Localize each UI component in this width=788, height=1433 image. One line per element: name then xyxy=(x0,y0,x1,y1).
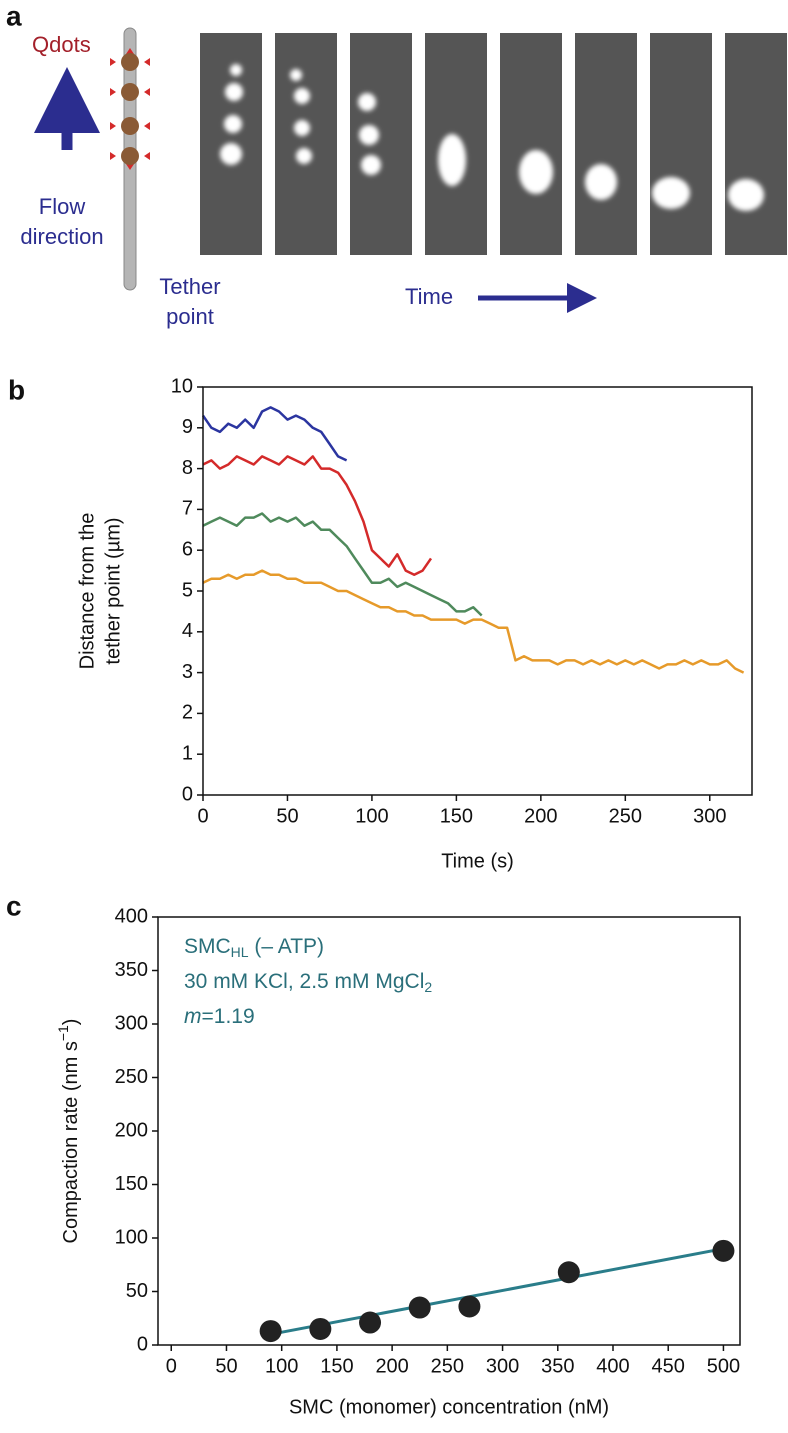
x-tick-label: 50 xyxy=(215,1355,237,1377)
qdots-label: Qdots xyxy=(32,32,91,57)
data-point xyxy=(259,1320,282,1343)
tether-label: Tether xyxy=(159,274,220,299)
x-axis-label: SMC (monomer) concentration (nM) xyxy=(289,1396,609,1418)
x-tick-label: 250 xyxy=(431,1355,464,1377)
data-point xyxy=(309,1317,332,1340)
panel-label: a xyxy=(6,0,22,31)
annotation-sub: 2 xyxy=(424,979,432,995)
panel-label: c xyxy=(6,890,22,921)
y-tick-label: 8 xyxy=(182,457,193,479)
x-tick-label: 200 xyxy=(375,1355,408,1377)
y-tick-label: 4 xyxy=(182,620,193,642)
y-tick-label: 50 xyxy=(126,1280,148,1302)
y-tick-label: 0 xyxy=(137,1333,148,1355)
series-line xyxy=(202,512,483,617)
x-tick-label: 0 xyxy=(197,805,208,827)
annotation-part: 30 mM KCl, 2.5 mM MgCl xyxy=(184,970,424,993)
x-tick-label: 450 xyxy=(652,1355,685,1377)
x-tick-label: 300 xyxy=(486,1355,519,1377)
annotation-part: m xyxy=(184,1005,202,1028)
data-point xyxy=(359,1311,382,1334)
data-point xyxy=(557,1261,580,1284)
flow-label: Flow xyxy=(39,194,86,219)
y-tick-label: 7 xyxy=(182,498,193,520)
y-tick-label: 1 xyxy=(182,742,193,764)
label-sup: −1 xyxy=(55,1025,71,1041)
y-tick-label: 200 xyxy=(115,1119,148,1141)
y-tick-label: 5 xyxy=(182,579,193,601)
y-tick-label: 350 xyxy=(115,959,148,981)
flow-label: direction xyxy=(20,224,103,249)
y-tick-label: 10 xyxy=(171,375,193,397)
tether-label: point xyxy=(166,304,214,329)
x-axis-label: Time (s) xyxy=(441,850,514,872)
y-tick-label: 150 xyxy=(115,1173,148,1195)
label-part: ) xyxy=(60,1019,82,1026)
annotation-sub: HL xyxy=(231,944,249,960)
y-tick-label: 9 xyxy=(182,416,193,438)
time-label: Time xyxy=(405,284,453,309)
x-tick-label: 150 xyxy=(440,805,473,827)
y-tick-label: 6 xyxy=(182,538,193,560)
data-point xyxy=(458,1295,481,1318)
x-tick-label: 0 xyxy=(166,1355,177,1377)
annotation: m=1.19 xyxy=(184,1005,255,1028)
y-tick-label: 100 xyxy=(115,1226,148,1248)
y-tick-label: 2 xyxy=(182,702,193,724)
annotation: 30 mM KCl, 2.5 mM MgCl2 xyxy=(184,970,432,995)
annotation: SMCHL (– ATP) xyxy=(184,935,324,960)
y-tick-label: 400 xyxy=(115,905,148,927)
label-part: Compaction rate (nm s xyxy=(60,1041,82,1243)
series-line xyxy=(202,569,745,674)
plot-frame xyxy=(157,916,741,1346)
x-tick-label: 300 xyxy=(693,805,726,827)
annotation-part: (– ATP) xyxy=(249,935,324,958)
x-tick-label: 250 xyxy=(609,805,642,827)
y-axis-label: tether point (µm) xyxy=(102,517,124,664)
x-tick-label: 350 xyxy=(541,1355,574,1377)
panel-a: a Qdots Flow direction Tether point Time xyxy=(6,0,787,329)
y-tick-label: 0 xyxy=(182,783,193,805)
series-line xyxy=(202,455,433,576)
x-tick-label: 100 xyxy=(265,1355,298,1377)
panel-label: b xyxy=(8,374,25,405)
qdots xyxy=(110,48,150,170)
x-tick-label: 400 xyxy=(596,1355,629,1377)
y-axis-label: Compaction rate (nm s−1) xyxy=(55,1019,83,1244)
y-tick-label: 300 xyxy=(115,1012,148,1034)
y-tick-label: 3 xyxy=(182,661,193,683)
annotation-part: =1.19 xyxy=(202,1005,255,1028)
x-tick-label: 150 xyxy=(320,1355,353,1377)
annotation-part: SMC xyxy=(184,935,231,958)
image-strip xyxy=(200,33,787,255)
y-tick-label: 250 xyxy=(115,1066,148,1088)
series-line xyxy=(201,406,348,462)
y-axis-label: Distance from the xyxy=(76,513,98,670)
fit-line xyxy=(270,1247,724,1336)
data-point xyxy=(408,1296,431,1319)
x-tick-label: 500 xyxy=(707,1355,740,1377)
data-point xyxy=(712,1239,735,1262)
x-tick-label: 100 xyxy=(355,805,388,827)
plot-frame xyxy=(202,386,753,796)
x-tick-label: 50 xyxy=(276,805,298,827)
x-tick-label: 200 xyxy=(524,805,557,827)
